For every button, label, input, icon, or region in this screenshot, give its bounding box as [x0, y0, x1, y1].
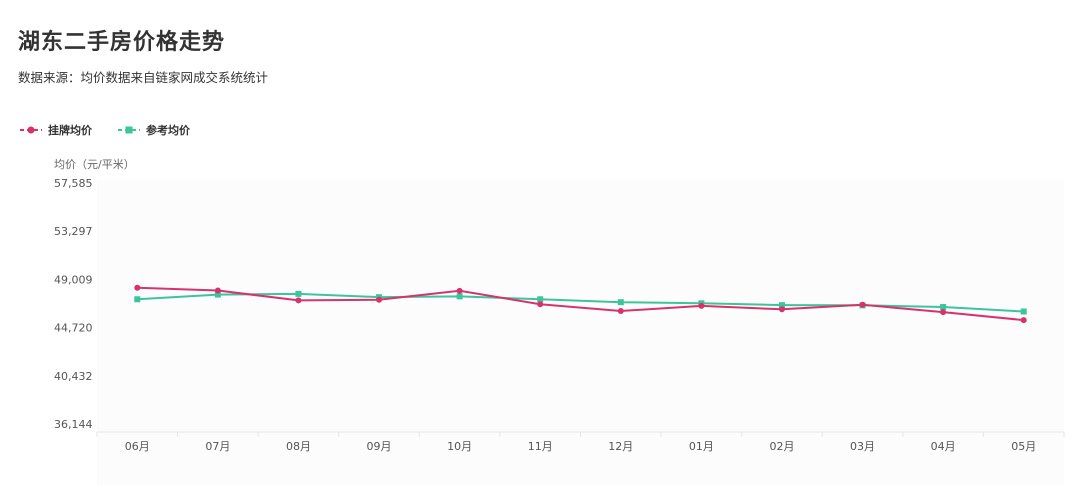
plot-background: [97, 180, 1064, 485]
y-tick-label: 36,144: [54, 418, 93, 431]
chart-legend: 挂牌均价 参考均价: [20, 122, 190, 138]
legend-item-listing-price[interactable]: 挂牌均价: [20, 122, 92, 138]
data-point[interactable]: [778, 302, 785, 309]
square-marker-icon: [118, 126, 140, 134]
data-point[interactable]: [537, 296, 544, 303]
x-tick-label: 04月: [931, 440, 956, 453]
data-point[interactable]: [698, 302, 705, 309]
x-tick-label: 12月: [608, 440, 633, 453]
x-tick-label: 08月: [286, 440, 311, 453]
series-line: [137, 286, 1024, 322]
data-point[interactable]: [295, 290, 302, 297]
data-point[interactable]: [376, 296, 383, 303]
circle-marker-icon: [20, 126, 42, 134]
data-point[interactable]: [940, 309, 947, 316]
data-point[interactable]: [214, 287, 221, 294]
x-tick-label: 11月: [528, 440, 553, 453]
data-point[interactable]: [456, 293, 463, 300]
legend-label: 参考均价: [146, 124, 190, 137]
data-point[interactable]: [214, 291, 221, 298]
data-point[interactable]: [295, 297, 302, 304]
data-point[interactable]: [778, 306, 785, 313]
x-tick-label: 09月: [367, 440, 392, 453]
page-title: 湖东二手房价格走势: [18, 30, 226, 55]
data-point[interactable]: [1020, 317, 1027, 324]
y-tick-label: 40,432: [54, 370, 93, 383]
data-source-note: 数据来源：均价数据来自链家网成交系统统计: [18, 70, 269, 85]
data-point[interactable]: [134, 296, 141, 303]
data-point[interactable]: [617, 307, 624, 314]
data-point[interactable]: [537, 301, 544, 308]
y-tick-label: 53,297: [54, 225, 93, 238]
data-point[interactable]: [456, 287, 463, 294]
data-point[interactable]: [1020, 308, 1027, 315]
y-tick-label: 57,585: [54, 177, 93, 190]
data-point[interactable]: [617, 299, 624, 306]
x-tick-label: 10月: [447, 440, 472, 453]
legend-label: 挂牌均价: [48, 124, 92, 137]
legend-item-reference-price[interactable]: 参考均价: [118, 122, 190, 138]
y-tick-label: 49,009: [54, 273, 93, 286]
series-listing-price: [134, 284, 1027, 324]
x-tick-label: 03月: [850, 440, 875, 453]
x-tick-label: 02月: [769, 440, 794, 453]
y-axis-label: 均价（元/平米）: [54, 158, 135, 171]
y-tick-label: 44,720: [54, 322, 93, 335]
x-tick-label: 06月: [125, 440, 150, 453]
data-point[interactable]: [859, 301, 866, 308]
x-tick-label: 05月: [1011, 440, 1036, 453]
data-point[interactable]: [940, 304, 947, 311]
x-tick-label: 07月: [205, 440, 230, 453]
x-tick-label: 01月: [689, 440, 714, 453]
data-point[interactable]: [134, 284, 141, 291]
